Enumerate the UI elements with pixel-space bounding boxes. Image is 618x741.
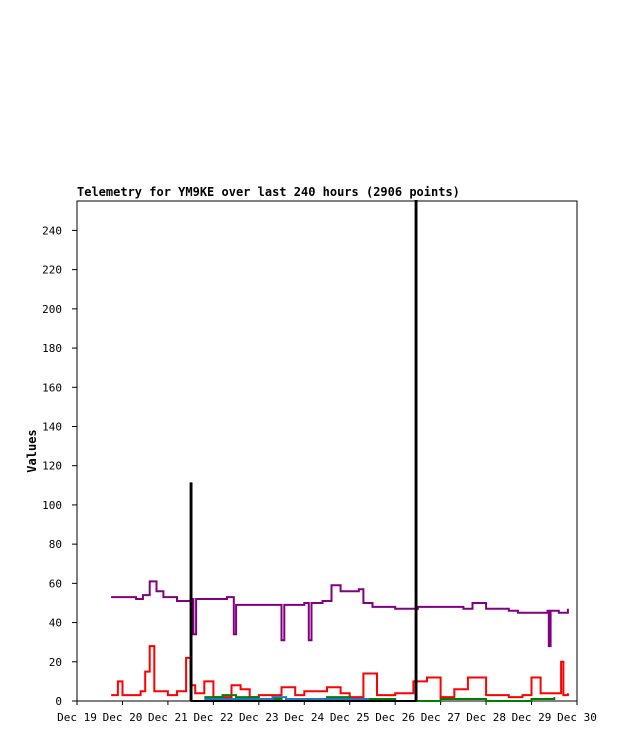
y-tick-label: 20 <box>49 656 62 669</box>
series-line-4 <box>189 200 418 702</box>
x-tick-label: Dec 20 <box>103 711 143 724</box>
series-line-3 <box>204 696 369 701</box>
y-axis-label: Values <box>25 429 39 472</box>
x-tick-label: Dec 29 <box>512 711 552 724</box>
y-tick-label: 240 <box>42 224 62 237</box>
y-tick-label: 60 <box>49 577 62 590</box>
y-tick-label: 80 <box>49 538 62 551</box>
series-line-2 <box>204 694 556 702</box>
series-line-0 <box>111 580 569 648</box>
y-tick-label: 0 <box>55 695 62 708</box>
x-tick-label: Dec 23 <box>239 711 279 724</box>
y-tick-label: 220 <box>42 264 62 277</box>
series-line-1 <box>111 645 569 699</box>
y-tick-label: 160 <box>42 381 62 394</box>
y-tick-label: 40 <box>49 617 62 630</box>
y-tick-label: 140 <box>42 420 62 433</box>
x-tick-label: Dec 25 <box>330 711 370 724</box>
y-tick-label: 200 <box>42 303 62 316</box>
y-tick-label: 100 <box>42 499 62 512</box>
y-axis: 0 20 40 60 80 100 120 140 160 180 200 220 240 <box>42 224 77 708</box>
y-tick-label: 120 <box>42 460 62 473</box>
x-tick-label: Dec 30 <box>557 711 597 724</box>
x-axis: Dec 19 Dec 20 Dec 21 Dec 22 Dec 23 Dec 24 Dec … <box>57 701 597 724</box>
x-tick-label: Dec 19 <box>57 711 97 724</box>
x-tick-label: Dec 28 <box>466 711 506 724</box>
y-tick-label: 180 <box>42 342 62 355</box>
x-tick-label: Dec 24 <box>284 711 324 724</box>
series-layer <box>111 200 569 702</box>
plot-frame <box>76 200 578 702</box>
x-tick-label: Dec 27 <box>421 711 461 724</box>
x-tick-label: Dec 26 <box>375 711 415 724</box>
x-tick-label: Dec 21 <box>148 711 188 724</box>
chart-title: Telemetry for YM9KE over last 240 hours … <box>77 185 460 199</box>
x-tick-label: Dec 22 <box>193 711 233 724</box>
